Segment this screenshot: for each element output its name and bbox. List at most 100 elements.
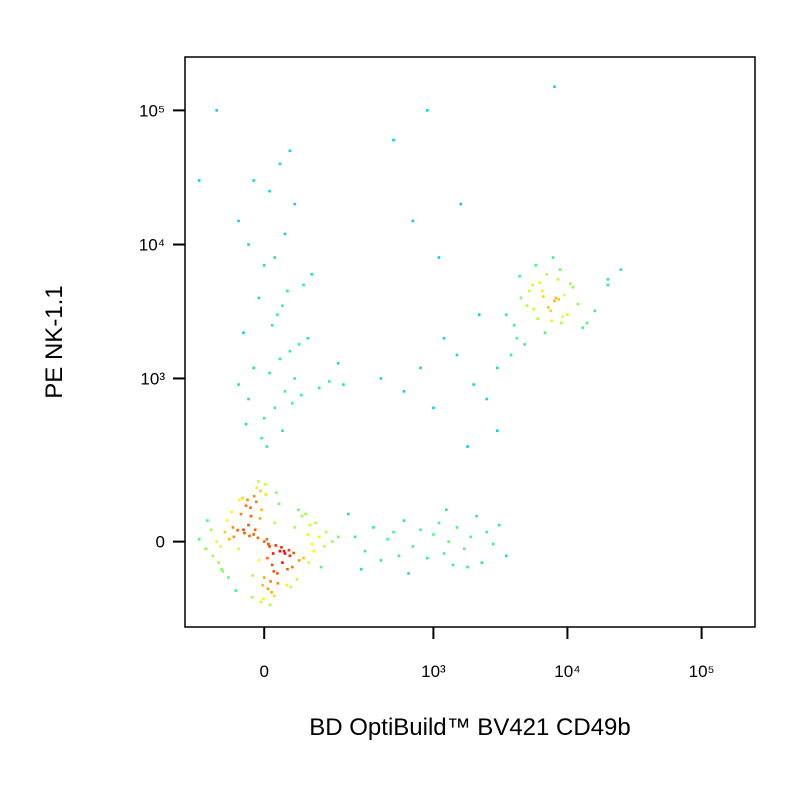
event-dot: [272, 594, 276, 597]
event-dot: [276, 572, 279, 575]
event-dot: [466, 565, 469, 569]
event-dot: [288, 149, 292, 153]
event-dot: [273, 406, 277, 410]
event-dot: [242, 331, 245, 334]
event-dot: [209, 528, 213, 532]
event-dot: [278, 549, 282, 553]
event-dot: [267, 542, 270, 546]
event-dot: [268, 371, 271, 375]
event-dot: [262, 416, 266, 420]
event-dot: [260, 436, 263, 440]
event-dot: [302, 283, 305, 287]
event-dot: [445, 508, 448, 512]
event-dot: [561, 315, 564, 318]
event-dot: [475, 514, 478, 518]
event-dot: [227, 537, 231, 541]
event-dot: [558, 268, 562, 271]
x-tick-label: 0: [259, 662, 268, 681]
event-dot: [546, 306, 550, 309]
event-dot: [300, 393, 303, 397]
event-dot: [509, 353, 513, 357]
event-dot: [504, 554, 508, 558]
event-dot: [280, 546, 283, 549]
event-dot: [426, 109, 429, 112]
event-dot: [290, 565, 294, 569]
event-dot: [247, 243, 250, 246]
event-dot: [411, 219, 415, 223]
event-dot: [252, 179, 255, 182]
event-dot: [278, 162, 282, 166]
event-dot: [541, 295, 545, 298]
event-dot: [217, 561, 220, 564]
event-dot: [306, 533, 310, 536]
event-dot: [261, 597, 265, 601]
event-dot: [211, 554, 215, 558]
event-dot: [379, 377, 383, 380]
event-dot: [250, 595, 254, 599]
event-dot: [251, 574, 254, 577]
x-axis-title: BD OptiBuild™ BV421 CD49b: [309, 714, 631, 741]
event-dot: [234, 589, 237, 592]
event-dot: [262, 540, 266, 543]
event-dot: [534, 264, 537, 267]
event-dot: [293, 202, 296, 206]
x-tick-label: 10⁴: [554, 662, 580, 681]
x-tick-label: 10³: [421, 662, 446, 681]
event-dot: [426, 556, 429, 560]
event-dot: [619, 268, 623, 271]
event-dot: [310, 272, 314, 276]
event-dot: [220, 567, 223, 571]
event-dot: [268, 189, 271, 193]
event-dot: [447, 540, 450, 543]
event-dot: [480, 561, 484, 564]
event-dot: [247, 523, 250, 527]
event-dot: [312, 549, 315, 553]
event-dot: [523, 343, 526, 346]
event-dot: [300, 514, 304, 518]
event-dot: [206, 519, 209, 522]
event-dot: [266, 556, 269, 560]
event-dot: [336, 535, 340, 539]
event-dot: [262, 264, 266, 267]
event-dot: [550, 319, 553, 323]
event-dot: [223, 530, 227, 534]
event-dot: [275, 491, 278, 494]
event-dot: [257, 480, 260, 483]
event-dot: [225, 519, 229, 522]
event-dot: [276, 313, 279, 316]
event-dot: [242, 528, 245, 532]
event-dot: [232, 535, 236, 539]
event-dot: [432, 533, 435, 536]
event-dot: [241, 496, 244, 500]
event-dot: [554, 296, 558, 300]
event-dot: [323, 545, 326, 548]
event-dot: [265, 445, 269, 448]
event-dot: [556, 278, 560, 281]
event-dot: [252, 366, 255, 370]
event-dot: [518, 274, 521, 278]
event-dot: [319, 565, 323, 569]
event-dot: [372, 526, 375, 529]
event-dot: [515, 336, 519, 340]
event-dot: [519, 296, 523, 300]
event-dot: [283, 390, 287, 393]
event-dot: [281, 429, 284, 433]
event-dot: [559, 321, 563, 325]
event-dot: [545, 272, 548, 276]
event-dot: [571, 285, 575, 289]
event-dot: [231, 526, 235, 529]
event-dot: [379, 559, 383, 562]
event-dot: [244, 504, 248, 508]
event-dot: [304, 512, 307, 516]
event-dot: [215, 540, 218, 543]
event-dot: [324, 530, 328, 534]
event-dot: [270, 563, 274, 567]
event-dot: [257, 296, 261, 300]
event-dot: [512, 323, 516, 327]
event-dot: [283, 232, 287, 236]
event-dot: [485, 530, 488, 534]
plot-frame: [184, 56, 756, 628]
event-dot: [259, 600, 263, 604]
event-dot: [531, 283, 534, 287]
event-dot: [285, 583, 289, 587]
